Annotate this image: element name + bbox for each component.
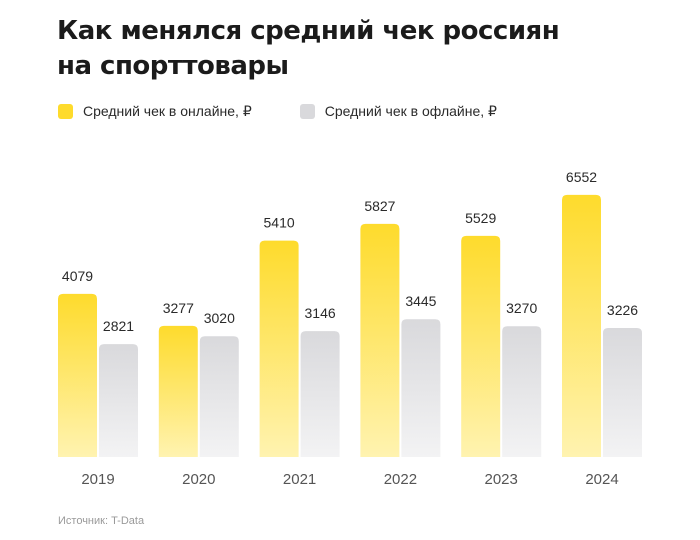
- value-label-online-2023: 5529: [465, 210, 496, 226]
- bar-offline-2021: [300, 331, 340, 457]
- bar-online-2021: [259, 240, 299, 457]
- source-note: Источник: T-Data: [58, 515, 145, 527]
- legend-swatch-offline: [299, 103, 315, 119]
- title-line-2: на спорттовары: [57, 51, 289, 81]
- x-tick-2022: 2022: [384, 471, 417, 488]
- title-line-1: Как менялся средний чек россиян: [57, 16, 560, 46]
- value-label-online-2020: 3277: [163, 300, 194, 316]
- bar-online-2019: [58, 293, 97, 457]
- value-label-offline-2021: 3146: [305, 305, 336, 321]
- bar-online-2023: [461, 235, 501, 457]
- chart-title: Как менялся средний чек россиян на спорт…: [57, 14, 617, 84]
- bar-offline-2019: [99, 344, 138, 457]
- x-tick-2023: 2023: [485, 471, 518, 488]
- bar-offline-2020: [199, 336, 239, 457]
- bar-offline-2024: [603, 327, 642, 457]
- bar-online-2024: [562, 194, 601, 458]
- x-tick-2020: 2020: [182, 471, 215, 488]
- value-label-offline-2022: 3445: [405, 293, 436, 309]
- bar-offline-2022: [401, 319, 441, 457]
- value-label-online-2022: 5827: [364, 198, 395, 214]
- legend: Средний чек в онлайне, ₽ Средний чек в о…: [58, 101, 545, 121]
- bar-online-2020: [158, 325, 198, 457]
- legend-label-online: Средний чек в онлайне, ₽: [83, 102, 252, 119]
- value-label-online-2024: 6552: [566, 169, 597, 185]
- value-label-offline-2024: 3226: [607, 302, 638, 318]
- legend-item-online: Средний чек в онлайне, ₽: [58, 103, 252, 120]
- value-label-online-2019: 4079: [62, 268, 93, 284]
- x-tick-2021: 2021: [283, 471, 316, 488]
- bar-offline-2023: [502, 326, 542, 457]
- legend-label-offline: Средний чек в офлайне, ₽: [324, 102, 497, 119]
- value-label-offline-2023: 3270: [506, 300, 537, 316]
- x-tick-2024: 2024: [585, 471, 618, 488]
- value-label-online-2021: 5410: [264, 215, 295, 231]
- x-tick-2019: 2019: [81, 471, 114, 488]
- value-label-offline-2020: 3020: [204, 310, 235, 326]
- legend-swatch-online: [58, 103, 73, 119]
- legend-item-offline: Средний чек в офлайне, ₽: [299, 102, 497, 120]
- value-label-offline-2019: 2821: [103, 318, 134, 334]
- bar-online-2022: [360, 223, 400, 457]
